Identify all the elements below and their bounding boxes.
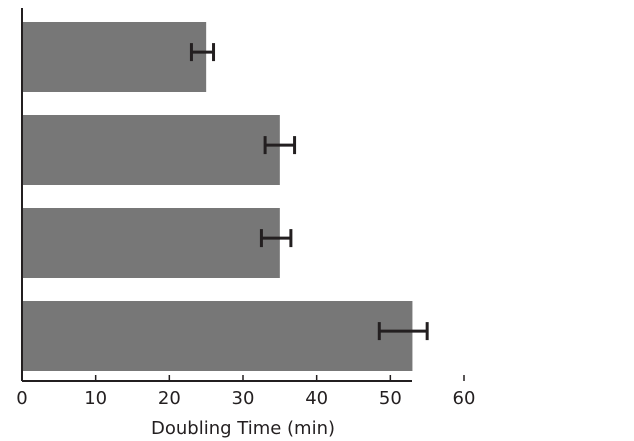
- x-tick-label-50: 50: [379, 388, 402, 409]
- error-bar-1: [189, 43, 216, 62]
- x-axis-title: Doubling Time (min): [151, 418, 335, 439]
- x-tick-label-10: 10: [84, 388, 107, 409]
- axes-layer: [21, 8, 412, 382]
- x-tick-label-30: 30: [232, 388, 255, 409]
- bar-1: [22, 22, 207, 92]
- x-tick-label-20: 20: [158, 388, 181, 409]
- x-tick-label-40: 40: [305, 388, 328, 409]
- x-tick-label-0: 0: [16, 388, 27, 409]
- error-bar-4: [377, 322, 429, 341]
- x-ticks-layer: 0 10 20 30 40 50 60: [16, 375, 475, 409]
- error-bar-2: [263, 136, 297, 155]
- bars-layer: [22, 22, 413, 371]
- bar-3: [22, 208, 280, 278]
- bar-2: [22, 115, 280, 185]
- bar-4: [22, 301, 413, 371]
- error-bars-layer: [189, 43, 429, 341]
- x-tick-label-60: 60: [453, 388, 476, 409]
- error-bar-3: [259, 229, 293, 248]
